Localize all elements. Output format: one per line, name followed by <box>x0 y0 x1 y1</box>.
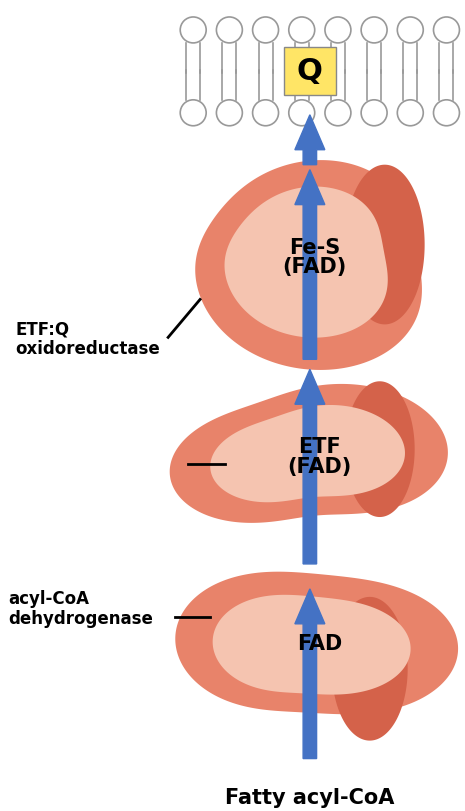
FancyArrow shape <box>295 369 325 564</box>
Circle shape <box>397 100 423 126</box>
Polygon shape <box>345 165 425 324</box>
Circle shape <box>289 100 315 126</box>
Circle shape <box>216 17 242 43</box>
Polygon shape <box>225 187 388 337</box>
Circle shape <box>325 17 351 43</box>
FancyArrow shape <box>295 115 325 165</box>
Circle shape <box>216 100 242 126</box>
Circle shape <box>252 17 279 43</box>
Text: oxidoreductase: oxidoreductase <box>15 341 160 358</box>
Circle shape <box>325 100 351 126</box>
Circle shape <box>433 100 459 126</box>
Polygon shape <box>170 384 448 523</box>
Text: Fatty acyl-CoA: Fatty acyl-CoA <box>225 788 394 809</box>
Text: acyl-CoA: acyl-CoA <box>8 590 89 608</box>
Text: (FAD): (FAD) <box>288 457 352 477</box>
Circle shape <box>252 100 279 126</box>
FancyBboxPatch shape <box>284 47 336 96</box>
Text: ETF: ETF <box>299 437 341 457</box>
Polygon shape <box>210 405 405 502</box>
Polygon shape <box>332 597 408 740</box>
Circle shape <box>433 17 459 43</box>
Text: dehydrogenase: dehydrogenase <box>8 610 153 628</box>
Text: Q: Q <box>297 57 323 86</box>
Circle shape <box>397 17 423 43</box>
Circle shape <box>361 17 387 43</box>
FancyArrow shape <box>295 589 325 758</box>
Polygon shape <box>213 594 411 694</box>
Text: (FAD): (FAD) <box>283 258 347 277</box>
Circle shape <box>361 100 387 126</box>
Text: Fe-S: Fe-S <box>289 238 340 258</box>
Text: ETF:Q: ETF:Q <box>15 320 70 338</box>
Circle shape <box>180 17 206 43</box>
Polygon shape <box>175 572 458 714</box>
FancyArrow shape <box>295 169 325 359</box>
Circle shape <box>180 100 206 126</box>
Polygon shape <box>345 381 415 517</box>
Polygon shape <box>195 160 422 370</box>
Circle shape <box>289 17 315 43</box>
Text: FAD: FAD <box>297 633 342 654</box>
